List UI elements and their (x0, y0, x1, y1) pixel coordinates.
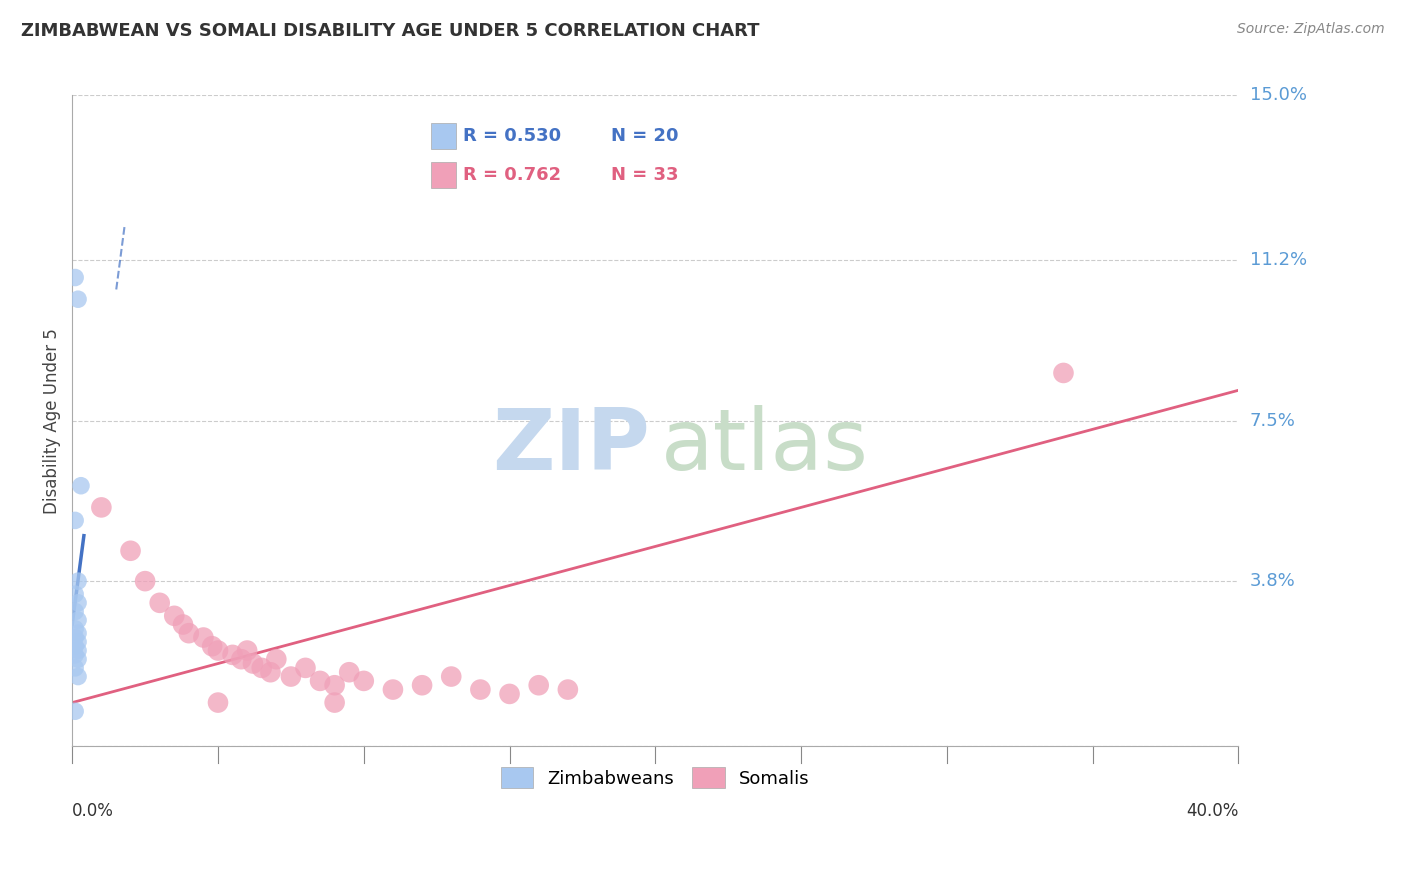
Point (63, 270, 86, 285)
Point (440, 669, 463, 683)
Point (207, 696, 229, 710)
Point (67, 613, 90, 627)
Point (63, 648, 86, 662)
Point (259, 665, 281, 680)
Point (67, 643, 90, 657)
Point (498, 687, 520, 701)
Point (63, 622, 86, 636)
Point (67, 292, 90, 306)
Point (67, 574, 90, 588)
Point (294, 661, 316, 675)
Legend: Zimbabweans, Somalis: Zimbabweans, Somalis (494, 760, 817, 796)
Point (557, 682, 579, 697)
Point (163, 608, 186, 623)
Text: 40.0%: 40.0% (1187, 802, 1239, 821)
Y-axis label: Disability Age Under 5: Disability Age Under 5 (44, 327, 60, 514)
Point (67, 635, 90, 649)
Point (134, 574, 156, 588)
Point (67, 626, 90, 640)
Point (280, 669, 302, 683)
Point (353, 673, 375, 688)
Point (63, 587, 86, 601)
Point (172, 617, 194, 632)
Point (1052, 366, 1074, 380)
Point (67, 596, 90, 610)
Point (201, 639, 224, 653)
Text: 0.0%: 0.0% (72, 802, 114, 821)
Text: 3.8%: 3.8% (1250, 572, 1295, 591)
Text: ZIMBABWEAN VS SOMALI DISABILITY AGE UNDER 5 CORRELATION CHART: ZIMBABWEAN VS SOMALI DISABILITY AGE UNDE… (21, 22, 759, 40)
Text: Source: ZipAtlas.com: Source: ZipAtlas.com (1237, 22, 1385, 37)
Point (250, 661, 273, 675)
Point (63, 704, 86, 718)
Point (337, 665, 360, 680)
Text: ZIP: ZIP (492, 405, 650, 488)
Point (323, 678, 346, 692)
Point (266, 652, 288, 666)
Point (63, 605, 86, 619)
Point (120, 543, 142, 558)
Point (527, 678, 550, 692)
Point (309, 673, 332, 688)
Text: atlas: atlas (661, 405, 869, 488)
Point (236, 643, 259, 657)
Point (381, 682, 404, 697)
Point (63, 661, 86, 675)
Point (63, 513, 86, 527)
Text: 15.0%: 15.0% (1250, 87, 1306, 104)
Point (411, 678, 433, 692)
Point (231, 652, 253, 666)
Point (177, 626, 200, 640)
Point (242, 657, 264, 671)
Point (323, 696, 346, 710)
Point (63, 631, 86, 645)
Point (207, 643, 229, 657)
Point (67, 669, 90, 683)
Point (470, 682, 492, 697)
Point (70, 479, 93, 493)
Point (193, 631, 215, 645)
Text: 7.5%: 7.5% (1250, 411, 1295, 430)
Point (67, 652, 90, 666)
Point (149, 596, 172, 610)
Point (90, 500, 112, 515)
Text: 11.2%: 11.2% (1250, 252, 1306, 269)
Point (63, 639, 86, 653)
Point (221, 648, 243, 662)
